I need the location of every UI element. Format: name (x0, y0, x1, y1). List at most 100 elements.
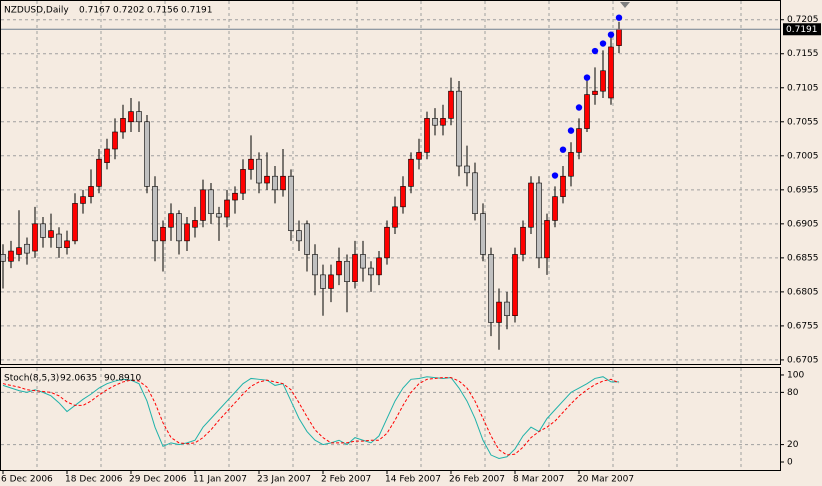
candle-body (296, 230, 302, 242)
candle-body (488, 254, 494, 323)
indicator-dot (599, 40, 607, 47)
candle-body (264, 175, 270, 184)
current-price-box (783, 23, 821, 36)
candle-body (40, 223, 46, 238)
x-tick-label: 18 Dec 2006 (65, 475, 123, 485)
candle-body (520, 226, 526, 255)
indicator-dot (583, 74, 591, 81)
y-tick-label: 0.6805 (787, 287, 819, 297)
candle-body (168, 213, 174, 228)
candle-body (160, 226, 166, 242)
candle-body (432, 118, 438, 126)
candle-body (528, 182, 534, 228)
candle-body (584, 94, 590, 129)
candle-body (616, 28, 622, 46)
stoch-frame (0, 367, 781, 471)
candle-body (280, 175, 286, 191)
indicator-dot (559, 146, 567, 153)
indicator-dot (575, 104, 583, 111)
x-tick-label: 6 Dec 2006 (1, 475, 53, 485)
candle-body (304, 223, 310, 255)
candle-body (544, 220, 550, 259)
candle-body (480, 213, 486, 255)
candle-body (472, 172, 478, 214)
stoch-line (2, 376, 620, 460)
candle-body (376, 257, 382, 276)
candle-body (96, 158, 102, 187)
candle-body (208, 189, 214, 214)
candle-body (600, 70, 606, 92)
indicator-dot (551, 172, 559, 179)
candle-body (592, 90, 598, 95)
candle-body (416, 152, 422, 160)
candle-body (344, 260, 350, 282)
candle-body (288, 175, 294, 231)
candle-body (144, 121, 150, 187)
y-tick-label: 0.6955 (787, 185, 819, 195)
candle-body (136, 111, 142, 123)
y-tick-label: 0.7055 (787, 117, 819, 127)
x-tick-label: 23 Jan 2007 (257, 475, 311, 485)
stoch-line (2, 377, 620, 456)
candle-body (152, 186, 158, 242)
y-tick-label: 20 (787, 440, 799, 450)
ohlc-readout: 0.7202 (113, 6, 145, 16)
candle-body (192, 220, 198, 228)
indicator-dot (615, 14, 623, 21)
candle-body (64, 240, 70, 248)
candle-body (448, 90, 454, 119)
y-tick-label: 0.6855 (787, 253, 819, 263)
x-tick-label: 20 Mar 2007 (577, 475, 634, 485)
y-tick-label: 0.6905 (787, 219, 819, 229)
candle-body (216, 213, 222, 218)
candle-body (464, 165, 470, 174)
ohlc-readout: 0.7167 (79, 6, 111, 16)
indicator-title: Stoch(8,5,3) (4, 374, 59, 384)
candle-body (536, 182, 542, 259)
candle-body (120, 118, 126, 133)
candle-body (496, 301, 502, 323)
candle-body (128, 111, 134, 123)
candle-body (552, 196, 558, 221)
x-tick-label: 29 Dec 2006 (129, 475, 187, 485)
chart-title: NZDUSD,Daily (4, 6, 69, 16)
x-tick-label: 8 Mar 2007 (513, 475, 564, 485)
candle-body (512, 254, 518, 316)
indicator-dot (607, 31, 615, 38)
candle-body (368, 267, 374, 276)
y-tick-label: 0.7205 (787, 15, 819, 25)
candle-body (24, 243, 30, 254)
candle-body (112, 131, 118, 150)
y-tick-label: 100 (787, 370, 804, 380)
candle-body (440, 118, 446, 126)
x-tick-label: 2 Feb 2007 (321, 475, 371, 485)
price-frame (0, 0, 781, 365)
candle-body (232, 192, 238, 201)
candle-body (560, 175, 566, 197)
candle-body (0, 254, 6, 262)
candle-body (184, 223, 190, 242)
candle-body (312, 254, 318, 276)
candle-body (400, 186, 406, 208)
y-tick-label: 0 (787, 457, 793, 467)
candle-body (408, 158, 414, 187)
candle-body (256, 158, 262, 184)
candle-body (48, 230, 54, 238)
ohlc-readout: 0.7156 (147, 6, 179, 16)
candle-body (576, 128, 582, 153)
candle-body (336, 260, 342, 276)
candle-body (240, 169, 246, 194)
candle-body (360, 254, 366, 269)
candle-body (328, 274, 334, 289)
candle-body (424, 118, 430, 153)
candle-body (104, 148, 110, 163)
indicator-dot (591, 47, 599, 55)
candle-body (384, 226, 390, 259)
candle-body (8, 250, 14, 262)
candle-body (32, 223, 38, 252)
marker (620, 2, 630, 8)
candle-body (200, 189, 206, 221)
candle-body (504, 301, 510, 316)
